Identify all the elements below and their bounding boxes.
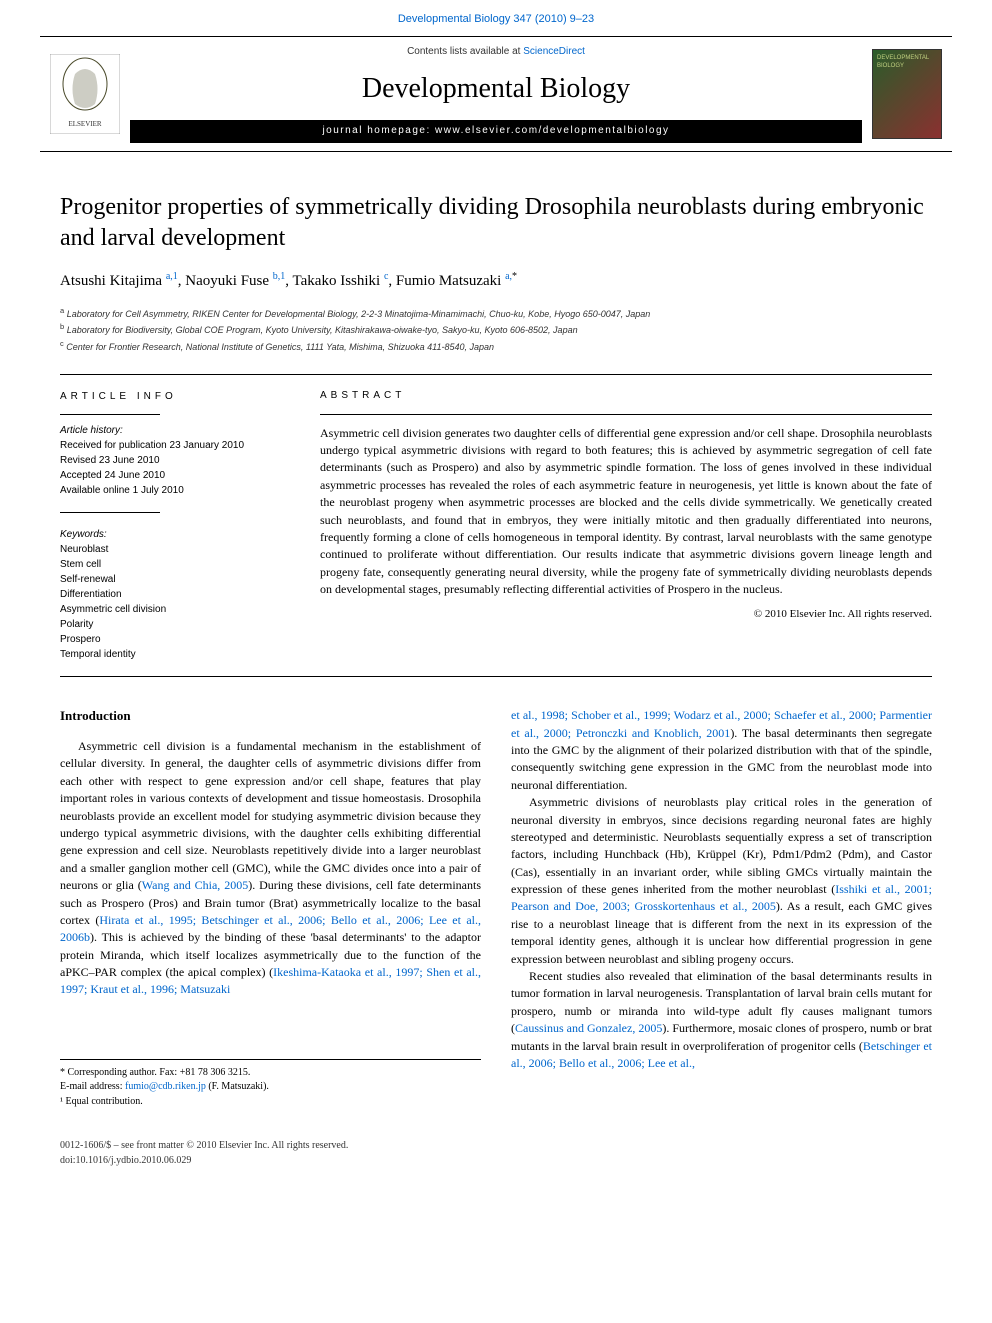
affil-b: Laboratory for Biodiversity, Global COE … (67, 325, 578, 335)
abstract-copyright: © 2010 Elsevier Inc. All rights reserved… (320, 607, 932, 623)
affil-b-sup: b (60, 322, 64, 331)
affil-c: Center for Frontier Research, National I… (66, 342, 494, 352)
abstract-heading: ABSTRACT (320, 389, 932, 404)
abstract-text: Asymmetric cell division generates two d… (320, 425, 932, 599)
cover-text: DEVELOPMENTAL BIOLOGY (877, 54, 941, 71)
author-4-sup: a, (505, 271, 512, 282)
elsevier-logo: ELSEVIER (40, 37, 130, 151)
author-3: Takako Isshiki (293, 273, 381, 289)
history-online: Available online 1 July 2010 (60, 485, 184, 496)
ref-caussinus[interactable]: Caussinus and Gonzalez, 2005 (515, 1021, 662, 1035)
author-2-sup: b,1 (273, 271, 286, 282)
intro-p3: Recent studies also revealed that elimin… (511, 968, 932, 1072)
sciencedirect-link[interactable]: ScienceDirect (523, 46, 585, 57)
affil-a: Laboratory for Cell Asymmetry, RIKEN Cen… (67, 309, 651, 319)
homepage-bar: journal homepage: www.elsevier.com/devel… (130, 120, 862, 143)
author-2: Naoyuki Fuse (185, 273, 269, 289)
affil-a-sup: a (60, 306, 64, 315)
article-info-heading: ARTICLE INFO (60, 389, 290, 404)
contents-lists-line: Contents lists available at ScienceDirec… (130, 45, 862, 60)
abstract-col: ABSTRACT Asymmetric cell division genera… (320, 389, 932, 662)
author-1: Atsushi Kitajima (60, 273, 162, 289)
keywords-label: Keywords: (60, 527, 290, 542)
affil-c-sup: c (60, 339, 64, 348)
body-columns: Introduction Asymmetric cell division is… (60, 707, 932, 1109)
body-col-right: et al., 1998; Schober et al., 1999; Woda… (511, 707, 932, 1109)
authors-line: Atsushi Kitajima a,1, Naoyuki Fuse b,1, … (60, 270, 932, 293)
email-label: E-mail address: (60, 1081, 125, 1092)
author-3-sup: c (384, 271, 388, 282)
history-accepted: Accepted 24 June 2010 (60, 470, 165, 481)
footnote-equal: ¹ Equal contribution. (60, 1095, 481, 1110)
footnote-corresponding: * Corresponding author. Fax: +81 78 306 … (60, 1066, 481, 1081)
intro-p2: Asymmetric divisions of neuroblasts play… (511, 794, 932, 968)
contents-prefix: Contents lists available at (407, 46, 523, 57)
kw-4: Asymmetric cell division (60, 604, 166, 615)
author-1-sup: a,1 (166, 271, 178, 282)
intro-p1-cont: et al., 1998; Schober et al., 1999; Woda… (511, 707, 932, 794)
history-revised: Revised 23 June 2010 (60, 455, 160, 466)
history-label: Article history: (60, 425, 123, 436)
email-link[interactable]: fumio@cdb.riken.jp (125, 1081, 206, 1092)
kw-6: Prospero (60, 634, 101, 645)
journal-header-banner: ELSEVIER Contents lists available at Sci… (40, 36, 952, 152)
affiliations: a Laboratory for Cell Asymmetry, RIKEN C… (60, 305, 932, 355)
journal-name: Developmental Biology (130, 69, 862, 110)
intro-heading: Introduction (60, 707, 481, 726)
svg-text:ELSEVIER: ELSEVIER (68, 120, 101, 128)
body-col-left: Introduction Asymmetric cell division is… (60, 707, 481, 1109)
info-abstract-row: ARTICLE INFO Article history: Received f… (60, 374, 932, 677)
ref-wang-chia[interactable]: Wang and Chia, 2005 (142, 878, 248, 892)
journal-citation-top: Developmental Biology 347 (2010) 9–23 (0, 0, 992, 36)
kw-2: Self-renewal (60, 574, 116, 585)
email-suffix: (F. Matsuzaki). (206, 1081, 269, 1092)
history-received: Received for publication 23 January 2010 (60, 440, 244, 451)
author-4: Fumio Matsuzaki (396, 273, 501, 289)
corresponding-star: * (512, 271, 517, 282)
footer-doi: doi:10.1016/j.ydbio.2010.06.029 (60, 1154, 932, 1169)
kw-3: Differentiation (60, 589, 122, 600)
banner-center: Contents lists available at ScienceDirec… (130, 37, 862, 151)
intro-p1: Asymmetric cell division is a fundamenta… (60, 738, 481, 999)
journal-cover-thumb: DEVELOPMENTAL BIOLOGY (862, 37, 952, 151)
kw-7: Temporal identity (60, 649, 136, 660)
article-title: Progenitor properties of symmetrically d… (60, 192, 932, 254)
kw-0: Neuroblast (60, 544, 108, 555)
footer-issn: 0012-1606/$ – see front matter © 2010 El… (60, 1139, 932, 1154)
journal-citation-link[interactable]: Developmental Biology 347 (2010) 9–23 (398, 13, 594, 25)
footer-meta: 0012-1606/$ – see front matter © 2010 El… (0, 1129, 992, 1188)
footnotes: * Corresponding author. Fax: +81 78 306 … (60, 1059, 481, 1110)
kw-1: Stem cell (60, 559, 101, 570)
kw-5: Polarity (60, 619, 93, 630)
article-info-col: ARTICLE INFO Article history: Received f… (60, 389, 290, 662)
